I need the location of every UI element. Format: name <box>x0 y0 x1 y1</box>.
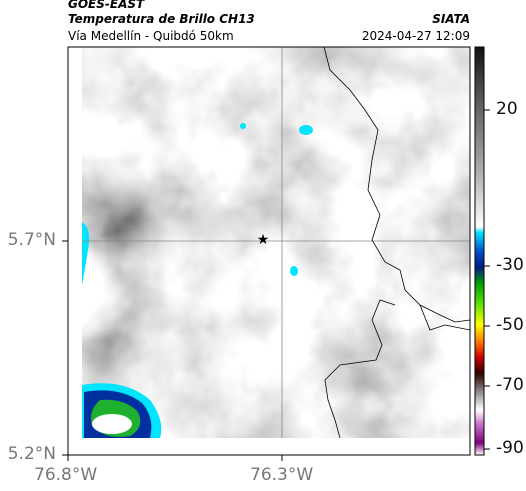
cold-patch <box>290 266 298 276</box>
lon-label: 76.3°W <box>250 465 314 485</box>
colorbar-label: -70 <box>496 375 524 395</box>
lon-label: 76.8°W <box>34 465 98 485</box>
colorbar-label: 20 <box>496 99 518 119</box>
cold-patch <box>240 123 246 129</box>
colorbar-label: -90 <box>496 438 524 458</box>
datetime: 2024-04-27 12:09 <box>361 29 470 43</box>
cold-patch <box>299 125 313 135</box>
colorbar-label: -50 <box>496 315 524 335</box>
boundary <box>324 299 396 439</box>
map-frame <box>67 46 471 456</box>
title: GOES-EAST <box>68 0 145 11</box>
colorbar <box>474 46 485 456</box>
source: SIATA <box>432 12 470 26</box>
warm-hole <box>92 414 132 434</box>
lat-label: 5.7°N <box>7 230 56 250</box>
brightening <box>82 47 470 438</box>
boundary <box>323 46 471 323</box>
colorbar-label: -30 <box>496 255 524 275</box>
route: Vía Medellín - Quibdó 50km <box>68 29 234 43</box>
location-marker: ★ <box>257 232 270 248</box>
lat-label: 5.2°N <box>7 444 56 464</box>
subtitle: Temperatura de Brillo CH13 <box>68 12 255 26</box>
cold-patch <box>82 222 90 285</box>
cloud-imagery <box>82 47 470 438</box>
boundary <box>419 304 471 331</box>
